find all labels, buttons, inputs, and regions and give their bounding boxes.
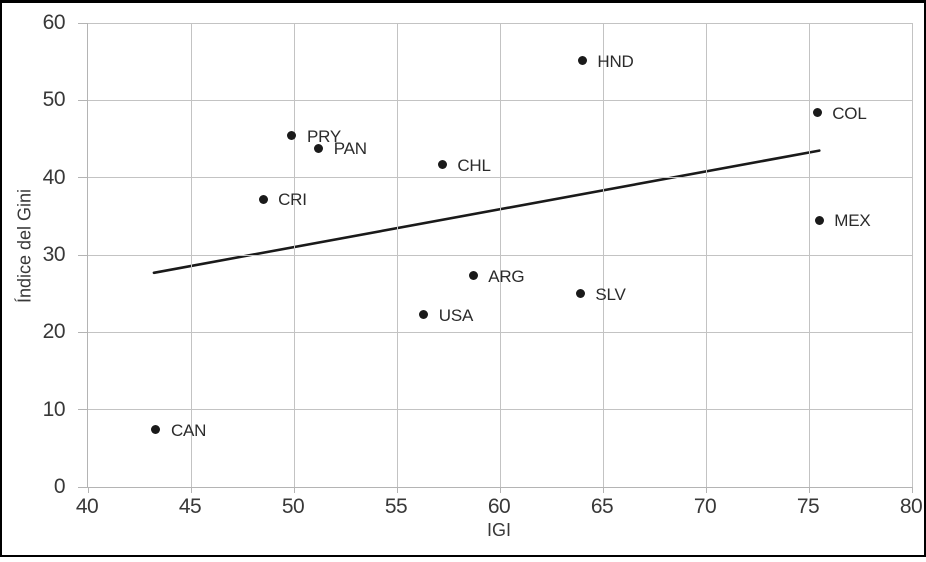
- gridline-y-10: [88, 409, 912, 411]
- tick-mark-y-10: [78, 409, 88, 411]
- x-tick-label-50: 50: [281, 495, 305, 518]
- gridline-y-40: [88, 177, 912, 179]
- tick-mark-y-0: [78, 486, 88, 488]
- data-point-label-pry: PRY: [306, 126, 341, 146]
- x-tick-label-75: 75: [796, 495, 820, 518]
- tick-mark-y-20: [78, 331, 88, 333]
- y-tick-label-60: 60: [42, 11, 66, 34]
- data-point-label-usa: USA: [438, 305, 474, 325]
- data-point-slv: [575, 289, 585, 299]
- gridline-y-60: [88, 22, 912, 24]
- x-tick-label-80: 80: [899, 495, 923, 518]
- x-tick-label-70: 70: [693, 495, 717, 518]
- data-point-col: [812, 108, 822, 118]
- tick-mark-y-30: [78, 254, 88, 256]
- data-point-label-col: COL: [832, 103, 867, 123]
- data-point-label-pan: PAN: [333, 139, 367, 159]
- tick-mark-x-75: [808, 487, 810, 493]
- data-point-usa: [419, 310, 429, 320]
- y-tick-label-50: 50: [42, 88, 66, 112]
- data-point-label-chl: CHL: [457, 155, 491, 175]
- trend-line-svg: [152, 149, 821, 275]
- tick-mark-y-50: [78, 99, 88, 101]
- data-point-chl: [437, 160, 447, 170]
- data-point-pan: [314, 143, 324, 153]
- x-tick-label-65: 65: [590, 495, 614, 518]
- tick-mark-x-60: [499, 487, 501, 493]
- x-axis-title: IGI: [486, 520, 511, 540]
- tick-mark-x-55: [396, 487, 398, 493]
- x-tick-label-55: 55: [384, 495, 408, 518]
- data-point-hnd: [577, 56, 587, 66]
- x-tick-label-40: 40: [75, 495, 99, 518]
- gridline-x-80: [911, 23, 913, 487]
- trend-line: [152, 149, 821, 275]
- data-point-mex: [814, 215, 824, 225]
- data-point-arg: [468, 271, 478, 281]
- gridline-y-30: [88, 254, 912, 256]
- data-point-label-arg: ARG: [488, 266, 525, 286]
- data-point-label-mex: MEX: [834, 211, 871, 231]
- y-tick-label-30: 30: [42, 243, 66, 266]
- y-tick-label-40: 40: [42, 165, 66, 189]
- plot-area: CAN CRI PRY PAN USA CHL ARG SLV HND COL MEX: [78, 22, 913, 493]
- tick-mark-x-80: [911, 487, 913, 493]
- data-point-label-slv: SLV: [595, 284, 626, 304]
- gridline-y-20: [88, 331, 912, 333]
- tick-mark-x-70: [705, 487, 707, 493]
- tick-mark-x-40: [87, 487, 89, 493]
- x-tick-label-60: 60: [487, 495, 511, 518]
- tick-mark-x-65: [602, 487, 604, 493]
- data-point-cri: [258, 194, 268, 204]
- x-tick-label-45: 45: [178, 495, 202, 518]
- data-point-label-can: CAN: [170, 420, 207, 440]
- data-point-pry: [287, 131, 297, 141]
- data-point-label-cri: CRI: [278, 190, 307, 210]
- data-point-label-hnd: HND: [597, 51, 634, 71]
- y-tick-label-20: 20: [42, 320, 66, 344]
- y-axis-title: Índice del Gini: [14, 188, 35, 304]
- y-tick-label-10: 10: [42, 397, 66, 421]
- gridline-y-50: [88, 99, 912, 101]
- tick-mark-y-40: [78, 177, 88, 179]
- tick-mark-x-50: [293, 487, 295, 493]
- data-point-can: [151, 425, 161, 435]
- tick-mark-y-60: [78, 22, 88, 24]
- tick-mark-x-45: [190, 487, 192, 493]
- y-tick-label-0: 0: [53, 475, 66, 498]
